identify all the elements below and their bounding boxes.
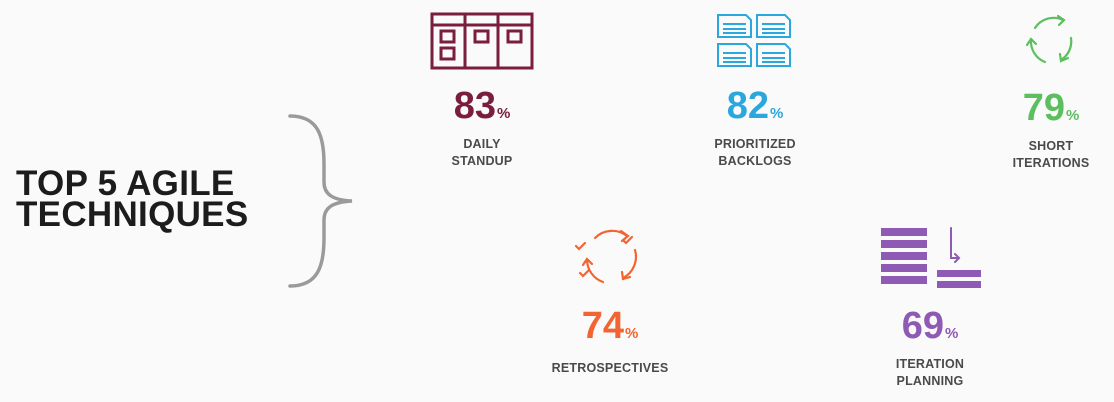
- value-short-iterations: 79%: [990, 88, 1112, 136]
- planning-stack-icon: [881, 227, 981, 288]
- label-prioritized-backlogs: PRIORITIZED BACKLOGS: [685, 136, 825, 170]
- technique-retrospectives: 74% RETROSPECTIVES: [530, 226, 690, 377]
- kanban-board-icon: [430, 12, 534, 70]
- technique-short-iterations: 79% SHORT ITERATIONS: [990, 10, 1112, 172]
- label-iteration-planning: ITERATION PLANNING: [855, 356, 1005, 390]
- cycle-arrows-icon: [1025, 14, 1073, 64]
- label-line: PRIORITIZED: [714, 137, 796, 151]
- label-line: DAILY: [463, 137, 501, 151]
- label-line: ITERATION: [895, 357, 965, 371]
- value-iteration-planning: 69%: [855, 306, 1005, 354]
- retrospective-cycle-icon: [574, 229, 638, 284]
- value-number: 79: [1022, 87, 1065, 129]
- value-number: 74: [581, 305, 624, 347]
- title-line-1: TOP 5 AGILE: [16, 164, 235, 203]
- curly-brace-icon: [288, 114, 353, 288]
- label-line: SHORT: [1028, 139, 1074, 153]
- value-number: 69: [901, 305, 944, 347]
- label-line: BACKLOGS: [718, 154, 792, 168]
- label-line: RETROSPECTIVES: [551, 361, 669, 375]
- label-line: STANDUP: [451, 154, 513, 168]
- label-line: PLANNING: [896, 374, 964, 388]
- value-unit: %: [769, 105, 784, 122]
- value-unit: %: [496, 105, 511, 122]
- value-prioritized-backlogs: 82%: [685, 86, 825, 134]
- technique-iteration-planning: 69% ITERATION PLANNING: [855, 226, 1005, 390]
- label-line: ITERATIONS: [1012, 156, 1090, 170]
- title-line-2: TECHNIQUES: [16, 195, 249, 234]
- label-short-iterations: SHORT ITERATIONS: [990, 138, 1112, 172]
- technique-daily-standup: 83% DAILY STANDUP: [412, 12, 552, 170]
- value-retrospectives: 74%: [530, 306, 690, 354]
- value-number: 83: [453, 85, 496, 127]
- label-daily-standup: DAILY STANDUP: [412, 136, 552, 170]
- value-daily-standup: 83%: [412, 86, 552, 134]
- value-unit: %: [944, 325, 959, 342]
- stacked-cards-icon: [717, 14, 791, 67]
- chart-title: TOP 5 AGILE TECHNIQUES: [16, 164, 266, 234]
- label-retrospectives: RETROSPECTIVES: [530, 360, 690, 377]
- value-number: 82: [726, 85, 769, 127]
- technique-prioritized-backlogs: 82% PRIORITIZED BACKLOGS: [685, 12, 825, 170]
- value-unit: %: [1065, 107, 1080, 124]
- value-unit: %: [624, 325, 639, 342]
